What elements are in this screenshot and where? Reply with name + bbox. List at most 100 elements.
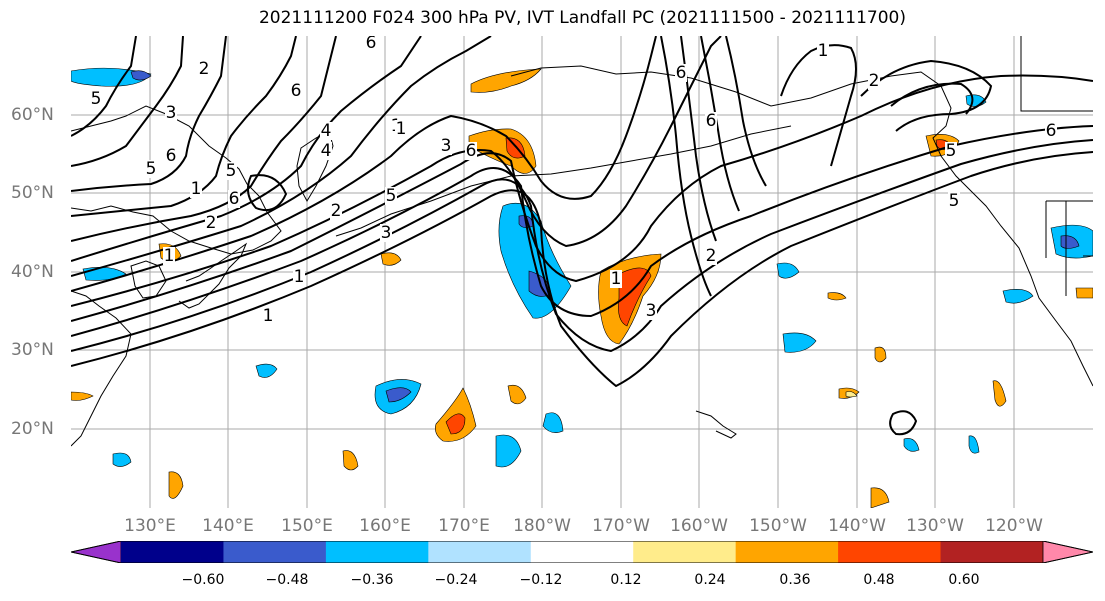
contour-label: 3 <box>646 301 657 321</box>
neg-anomaly-blob <box>776 262 800 279</box>
colorbar-segment <box>633 541 737 563</box>
neg-anomaly-blob <box>130 70 152 81</box>
contour-label: 1 <box>263 306 274 326</box>
neg-anomaly-blob <box>255 363 278 378</box>
contour-label: 2 <box>199 59 210 79</box>
lat-tick-label: 50°N <box>11 183 54 203</box>
ivt-shading <box>71 67 1093 508</box>
colorbar-segment <box>838 541 942 563</box>
lon-tick-label: 180°W <box>513 516 571 536</box>
neg-anomaly-blob <box>495 434 522 468</box>
pv-contour <box>890 82 974 115</box>
lon-tick-label: 130°E <box>124 516 176 536</box>
contour-label: 2 <box>331 201 342 221</box>
neg-anomaly-blob <box>968 435 980 454</box>
map-panel: 626531546516263514113215661235612 <box>71 36 1093 508</box>
lon-tick-label: 150°W <box>749 516 807 536</box>
coastlines <box>71 36 1093 447</box>
pos-anomaly-blob <box>445 413 466 435</box>
pv-contour <box>889 410 918 436</box>
pos-anomaly-blob <box>168 471 184 499</box>
colorbar-tick-label: 0.12 <box>610 572 642 588</box>
contour-label: 1 <box>164 246 175 266</box>
lat-tick-label: 20°N <box>11 419 54 439</box>
coastline-alaska <box>510 65 1093 387</box>
pos-anomaly-blob <box>992 380 1007 407</box>
pv-contour <box>700 36 740 212</box>
pos-anomaly-blob <box>507 384 527 405</box>
pv-contour <box>71 36 297 217</box>
contour-label: 4 <box>321 141 332 161</box>
pv-contour <box>71 36 722 307</box>
pv-contour <box>71 36 137 137</box>
colorbar <box>71 541 1093 563</box>
colorbar-segment <box>121 541 224 563</box>
colorbar-segment <box>223 541 327 563</box>
coastline-asia <box>71 105 282 255</box>
pv-contour <box>71 36 184 167</box>
neg-anomaly-blob <box>112 452 132 467</box>
contour-label: 1 <box>191 179 202 199</box>
contour-label: 6 <box>706 111 717 131</box>
lon-tick-label: 160°E <box>359 516 411 536</box>
contour-label: 2 <box>869 71 880 91</box>
lat-tick-label: 40°N <box>11 262 54 282</box>
pv-contours <box>71 36 1093 436</box>
colorbar-tick-label: 0.60 <box>948 572 980 588</box>
pv-contour <box>71 36 337 242</box>
pos-anomaly-blob <box>1075 287 1093 299</box>
contour-label: 5 <box>226 161 237 181</box>
graticule <box>71 36 1093 508</box>
pv-contour <box>780 44 857 167</box>
colorbar-tick-label: 0.24 <box>694 572 726 588</box>
coastline-aleutians <box>335 125 792 237</box>
contour-label: 5 <box>946 141 957 161</box>
pv-contour <box>71 36 227 192</box>
pv-contour <box>71 36 422 262</box>
contour-label: 3 <box>381 223 392 243</box>
coastline-china <box>71 290 132 447</box>
pos-anomaly-blob <box>845 391 858 398</box>
pos-anomaly-blob <box>827 292 847 301</box>
colorbar-tick-label: −0.24 <box>434 572 478 588</box>
contour-label: 5 <box>949 191 960 211</box>
hawaii <box>695 410 737 439</box>
lon-tick-label: 140°W <box>828 516 886 536</box>
contour-label: 6 <box>166 146 177 166</box>
pos-anomaly-blob <box>380 252 402 266</box>
colorbar-extend-high <box>1042 541 1093 563</box>
lon-tick-label: 120°W <box>985 516 1043 536</box>
pv-contour <box>725 36 767 187</box>
pv-contour <box>246 174 288 212</box>
lon-tick-label: 130°W <box>906 516 964 536</box>
lon-tick-label: 140°E <box>202 516 254 536</box>
contour-labels: 626531546516263514113215661235612 <box>90 36 1057 326</box>
lat-tick-label: 60°N <box>11 105 54 125</box>
contour-label: 5 <box>386 186 397 206</box>
contour-label: 1 <box>294 267 305 287</box>
neg-anomaly-blob <box>385 387 412 403</box>
pos-anomaly-blob <box>342 450 359 471</box>
colorbar-segment <box>735 541 839 563</box>
neg-anomaly-blob <box>903 438 920 452</box>
neg-anomaly-blob <box>1002 289 1034 304</box>
colorbar-tick-label: 0.48 <box>863 572 895 588</box>
contour-label: 3 <box>166 103 177 123</box>
contour-label: 2 <box>706 246 717 266</box>
colorbar-tick-label: −0.12 <box>519 572 563 588</box>
lon-tick-label: 150°E <box>281 516 333 536</box>
lon-tick-label: 160°W <box>670 516 728 536</box>
colorbar-extend-low <box>71 541 122 563</box>
pos-anomaly-blob <box>618 267 652 327</box>
contour-label: 6 <box>466 141 477 161</box>
contour-label: 6 <box>1046 121 1057 141</box>
neg-anomaly-blob <box>782 332 817 353</box>
lon-tick-label: 170°W <box>592 516 650 536</box>
neg-anomaly-blob <box>542 412 564 433</box>
colorbar-tick-label: −0.60 <box>181 572 225 588</box>
state-borders <box>1020 36 1093 296</box>
colorbar-segment <box>325 541 429 563</box>
colorbar-tick-label: −0.48 <box>265 572 309 588</box>
contour-label: 6 <box>366 36 377 53</box>
pos-anomaly-blob <box>468 128 537 174</box>
